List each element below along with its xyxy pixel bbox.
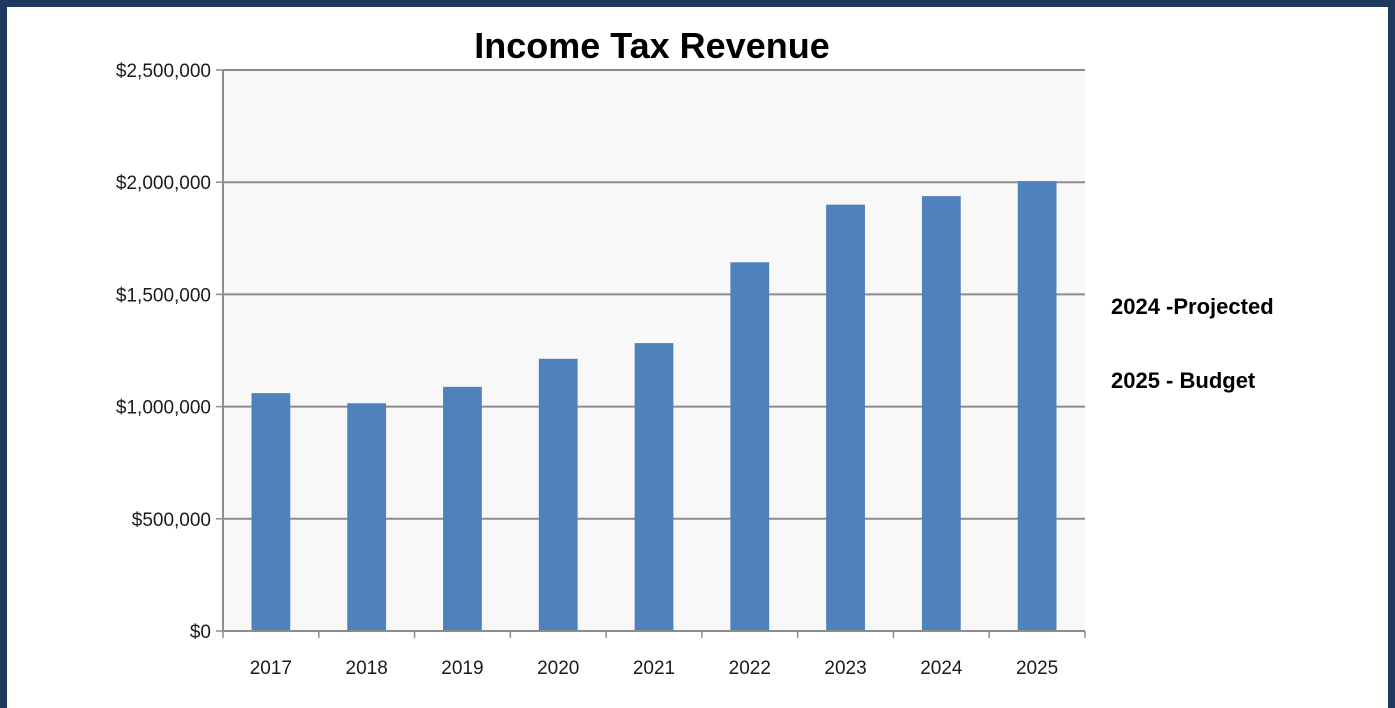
y-tick-label: $1,000,000 <box>116 398 211 419</box>
y-tick-label: $2,000,000 <box>116 173 211 194</box>
y-tick-label: $1,500,000 <box>116 285 211 306</box>
x-tick-label: 2018 <box>346 658 388 679</box>
chart-title: Income Tax Revenue <box>474 25 829 66</box>
bars <box>251 181 1057 631</box>
x-tick-label: 2024 <box>920 658 963 679</box>
x-tick-label: 2025 <box>1016 658 1058 679</box>
bar-2018 <box>347 403 387 631</box>
x-tick-label: 2021 <box>633 658 675 679</box>
annotation-2025-budget: 2025 - Budget <box>1111 368 1256 393</box>
bar-2019 <box>443 386 482 631</box>
x-tick-label: 2019 <box>441 658 483 679</box>
bar-2024 <box>921 196 961 631</box>
bar-2023 <box>826 204 865 631</box>
annotation-2024-projected: 2024 -Projected <box>1111 294 1274 319</box>
x-tick-label: 2023 <box>824 658 866 679</box>
bar-2017 <box>251 393 291 631</box>
x-tick-label: 2022 <box>729 658 771 679</box>
axes <box>216 69 1086 638</box>
bar-2021 <box>634 343 674 631</box>
bar-2025 <box>1017 181 1057 631</box>
y-tick-label: $500,000 <box>132 510 211 531</box>
income-tax-revenue-chart: Income Tax Revenue $0$500,000$1,000,000$… <box>116 25 1274 679</box>
x-tick-label: 2017 <box>250 658 292 679</box>
tick-labels: $0 $500,000 $1,000,000 $1,500,000 $2,000,000… <box>116 61 1058 679</box>
bar-2022 <box>730 262 770 631</box>
x-tick-label: 2020 <box>537 658 579 679</box>
bar-2020 <box>538 358 578 631</box>
y-tick-label: $0 <box>190 622 211 643</box>
y-tick-label: $2,500,000 <box>116 61 211 82</box>
